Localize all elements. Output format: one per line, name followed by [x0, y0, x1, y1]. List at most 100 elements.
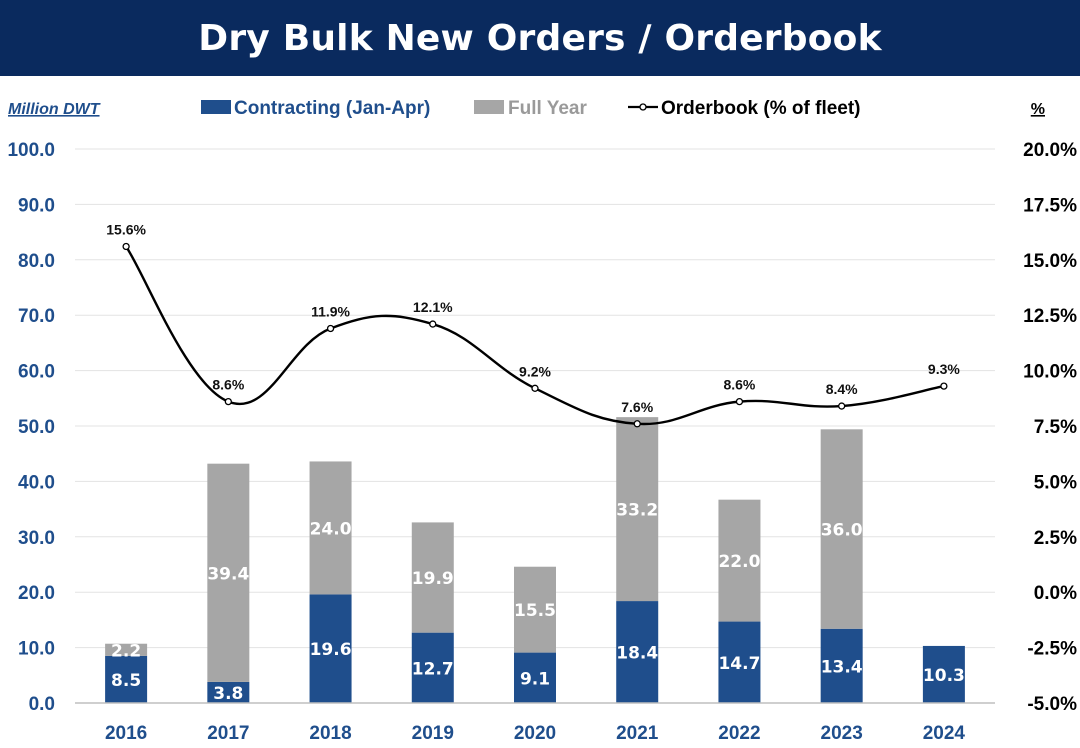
- orderbook-marker: [224, 397, 232, 406]
- orderbook-data-label: 15.6%: [106, 222, 146, 238]
- y-tick-label: 30.0: [18, 528, 55, 549]
- y-tick-label: 40.0: [18, 472, 55, 493]
- line-series-group: 15.6% 8.6% 11.9% 12.1% 9.2% 7.6% 8.6% 8.4% 9.3%: [106, 222, 960, 428]
- orderbook-marker: [122, 242, 130, 251]
- y2-axis-title: %: [1031, 101, 1045, 118]
- bar-contracting: [411, 632, 454, 703]
- y2-tick-label: 15.0%: [1023, 251, 1077, 272]
- orderbook-marker: [735, 397, 744, 406]
- orderbook-data-label: 8.6%: [212, 377, 244, 393]
- legend-swatch-contracting: [201, 100, 231, 114]
- legend: Million DWT % Contracting (Jan-Apr) Full Ye…: [8, 98, 1045, 119]
- y-tick-label: 20.0: [18, 583, 55, 604]
- bar-label-full-year: 39.4: [207, 564, 249, 584]
- orderbook-marker: [940, 382, 948, 390]
- bar-label-contracting: 19.6: [310, 640, 352, 660]
- y2-tick-label: 5.0%: [1034, 472, 1077, 493]
- y2-tick-label: 10.0%: [1023, 362, 1077, 383]
- bar-label-contracting: 14.7: [718, 654, 760, 674]
- x-tick-label: 2024: [923, 723, 966, 744]
- orderbook-marker: [429, 320, 437, 328]
- y-tick-label: 100.0: [7, 140, 55, 161]
- y-tick-label: 80.0: [18, 251, 55, 272]
- orderbook-data-label: 7.6%: [621, 399, 653, 415]
- x-tick-label: 2019: [412, 723, 454, 744]
- orderbook-line: [125, 245, 945, 426]
- x-tick-label: 2018: [309, 723, 351, 744]
- bar-label-full-year: 33.2: [616, 501, 658, 521]
- title-banner: Dry Bulk New Orders / Orderbook: [0, 0, 1080, 76]
- bar-label-full-year: 15.5: [514, 601, 556, 621]
- bar-label-contracting: 13.4: [821, 657, 863, 677]
- bar-label-contracting: 12.7: [412, 659, 454, 679]
- bar-contracting: [105, 655, 148, 703]
- bar-contracting: [820, 628, 863, 703]
- y-tick-label: 60.0: [18, 362, 55, 383]
- orderbook-data-label: 9.3%: [928, 361, 960, 377]
- y-tick-label: 70.0: [18, 306, 55, 327]
- bar-full-year: [616, 417, 659, 602]
- y2-tick-label: 20.0%: [1023, 140, 1077, 161]
- bar-label-contracting: 3.8: [213, 684, 243, 704]
- bar-label-contracting: 8.5: [111, 671, 141, 691]
- bar-full-year: [411, 522, 454, 633]
- y-tick-label: 10.0: [18, 639, 55, 660]
- orderbook-data-label: 8.4%: [826, 381, 858, 397]
- bar-contracting: [309, 594, 352, 703]
- bar-label-full-year: 24.0: [310, 519, 352, 539]
- axes-group: 0.0 10.0 20.0 30.0 40.0 50.0 60.0 70.0 80.0 90.0 1…: [7, 140, 1077, 744]
- legend-swatch-full-year: [474, 100, 504, 114]
- legend-label-full-year: Full Year: [508, 98, 587, 119]
- bar-label-full-year: 36.0: [821, 521, 863, 541]
- x-tick-label: 2023: [821, 723, 863, 744]
- orderbook-data-label: 9.2%: [519, 363, 551, 379]
- y-tick-label: 90.0: [18, 195, 55, 216]
- x-tick-label: 2021: [616, 723, 659, 744]
- orderbook-marker: [838, 402, 846, 410]
- orderbook-data-label: 8.6%: [723, 377, 755, 393]
- orderbook-marker: [326, 324, 335, 333]
- y2-tick-label: 17.5%: [1023, 195, 1077, 216]
- y2-tick-label: 12.5%: [1023, 306, 1077, 327]
- orderbook-marker: [633, 420, 641, 428]
- bar-contracting: [207, 681, 250, 703]
- bar-contracting: [616, 601, 659, 703]
- legend-marker-orderbook: [639, 103, 647, 111]
- bar-label-contracting: 10.3: [923, 666, 965, 686]
- orderbook-data-label: 12.1%: [413, 299, 453, 315]
- chart-area: 8.5 3.8 19.6 12.7 9.1 18.4 14.7 13.4 10.3 2.2 39.4…: [7, 98, 1077, 744]
- bar-series-group: [105, 417, 965, 703]
- bar-label-full-year: 22.0: [718, 552, 760, 572]
- bar-full-year: [718, 499, 761, 622]
- bar-label-contracting: 9.1: [520, 669, 550, 689]
- y2-tick-label: -2.5%: [1027, 639, 1077, 660]
- bar-full-year: [820, 429, 863, 629]
- bar-full-year: [514, 566, 556, 653]
- bar-label-full-year: 19.9: [412, 569, 454, 589]
- bar-full-year: [207, 463, 250, 682]
- x-tick-label: 2020: [514, 723, 556, 744]
- orderbook-marker: [531, 384, 539, 392]
- y2-tick-label: 2.5%: [1034, 528, 1077, 549]
- bar-labels-group: 8.5 3.8 19.6 12.7 9.1 18.4 14.7 13.4 10.3 2.2 39.4…: [111, 501, 965, 704]
- y2-tick-label: 0.0%: [1034, 583, 1077, 604]
- bar-contracting: [514, 652, 556, 703]
- legend-label-orderbook: Orderbook (% of fleet): [661, 98, 861, 119]
- x-tick-label: 2017: [207, 723, 249, 744]
- orderbook-data-label: 11.9%: [311, 303, 350, 319]
- y-tick-label: 0.0: [29, 694, 55, 715]
- chart-title: Dry Bulk New Orders / Orderbook: [198, 17, 882, 59]
- y2-tick-label: 7.5%: [1034, 417, 1077, 438]
- y-tick-label: 50.0: [18, 417, 55, 438]
- y2-tick-label: -5.0%: [1027, 694, 1077, 715]
- x-tick-label: 2016: [105, 723, 147, 744]
- bar-contracting: [718, 621, 761, 703]
- bar-label-contracting: 18.4: [616, 644, 658, 664]
- x-tick-label: 2022: [718, 723, 760, 744]
- legend-label-contracting: Contracting (Jan-Apr): [234, 98, 430, 119]
- bar-contracting: [922, 645, 965, 703]
- bar-label-full-year: 2.2: [111, 641, 141, 661]
- bar-full-year: [105, 643, 148, 656]
- y-axis-title: Million DWT: [8, 101, 101, 118]
- bar-full-year: [309, 461, 352, 595]
